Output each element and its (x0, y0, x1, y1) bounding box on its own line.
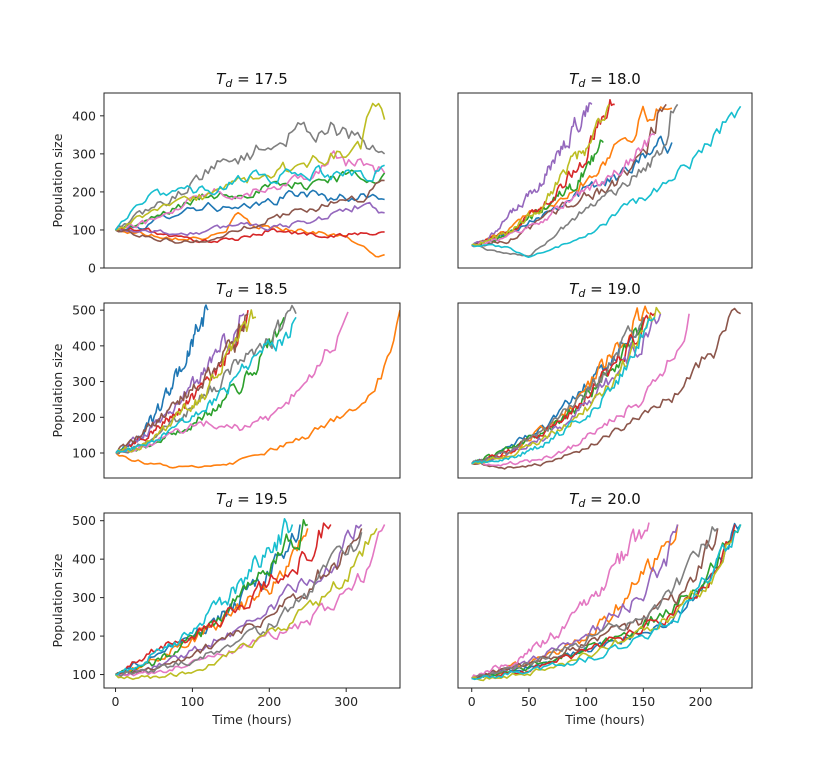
series-line-4 (471, 312, 656, 465)
series-group (471, 99, 742, 258)
series-line-3 (115, 169, 386, 232)
series-line-6 (115, 179, 385, 244)
x-tick-label: 50 (521, 694, 537, 709)
panel-title: Td = 17.5 (216, 70, 288, 90)
series-group (471, 305, 741, 470)
series-line-7 (115, 150, 386, 231)
x-tick-label: 100 (180, 694, 204, 709)
y-axis-label: Population size (50, 343, 65, 437)
series-line-10 (115, 518, 294, 676)
series-line-1 (471, 320, 645, 465)
axes-frame (457, 512, 753, 689)
series-line-9 (471, 104, 610, 247)
x-tick-label: 150 (631, 694, 655, 709)
y-tick-label: 100 (72, 222, 96, 237)
x-tick-label: 300 (334, 694, 358, 709)
series-line-10 (471, 105, 742, 258)
series-line-9 (114, 528, 378, 681)
series-line-10 (471, 316, 656, 465)
series-line-5 (471, 524, 679, 680)
series-line-6 (471, 307, 741, 470)
series-line-6 (471, 103, 667, 247)
x-axis-label: Time (hours) (211, 712, 291, 727)
panel-6: 0 50 100 150 200 Time (hours) Td = 20.0 (457, 490, 753, 727)
series-line-8 (114, 121, 386, 231)
y-tick-label: 100 (72, 446, 96, 461)
series-group (471, 522, 742, 682)
series-group (115, 304, 400, 469)
x-tick-label: 0 (112, 694, 120, 709)
series-line-7 (471, 313, 690, 467)
panel-title: Td = 18.5 (216, 280, 288, 300)
series-line-8 (471, 103, 679, 257)
y-tick-label: 500 (72, 513, 96, 528)
series-line-4 (471, 524, 736, 680)
x-tick-label: 200 (689, 694, 713, 709)
panel-3: 100 200 300 400 500 Population size Td = 18.5 (50, 280, 401, 479)
y-tick-label: 400 (72, 108, 96, 123)
y-tick-label: 100 (72, 667, 96, 682)
series-line-7 (471, 133, 656, 247)
x-tick-label: 0 (468, 694, 476, 709)
axes-frame (103, 512, 401, 689)
y-tick-label: 500 (72, 303, 96, 318)
axes-frame (103, 92, 401, 269)
panel-title: Td = 19.5 (216, 490, 288, 510)
panel-1: 0 100 200 300 400 Population size Td = 17.5 (50, 70, 401, 276)
y-tick-label: 300 (72, 374, 96, 389)
panel-5: 100 200 300 400 500 0 100 200 300 Population size… (50, 490, 401, 727)
y-tick-label: 0 (88, 261, 96, 276)
series-line-7 (115, 311, 349, 454)
panel-title: Td = 20.0 (569, 490, 641, 510)
series-line-9 (471, 306, 662, 465)
x-tick-label: 200 (257, 694, 281, 709)
x-tick-label: 100 (574, 694, 598, 709)
y-tick-label: 200 (72, 629, 96, 644)
series-line-7 (471, 522, 650, 679)
y-tick-label: 300 (72, 590, 96, 605)
y-tick-label: 200 (72, 184, 96, 199)
series-line-10 (114, 164, 385, 231)
series-line-6 (115, 313, 249, 454)
series-line-7 (115, 524, 386, 677)
axes-frame (457, 92, 753, 269)
y-axis-label: Population size (50, 553, 65, 647)
series-line-2 (115, 309, 400, 469)
series-line-4 (115, 522, 332, 676)
y-tick-label: 400 (72, 552, 96, 567)
panel-title: Td = 18.0 (569, 70, 641, 90)
series-group (114, 518, 386, 681)
panel-2: Td = 18.0 (457, 70, 753, 269)
y-tick-label: 300 (72, 146, 96, 161)
series-line-8 (471, 317, 645, 465)
x-axis-label: Time (hours) (564, 712, 644, 727)
series-line-10 (115, 316, 297, 454)
series-line-10 (471, 524, 742, 681)
series-group (114, 102, 386, 258)
series-line-1 (471, 522, 742, 680)
axes-frame (457, 302, 753, 479)
series-line-9 (471, 531, 736, 682)
series-line-8 (471, 526, 719, 680)
series-line-5 (115, 523, 363, 677)
panel-title: Td = 19.0 (569, 280, 641, 300)
panel-4: Td = 19.0 (457, 280, 753, 479)
series-line-9 (115, 309, 257, 454)
series-line-2 (115, 211, 385, 258)
series-line-5 (471, 102, 593, 246)
y-tick-label: 400 (72, 338, 96, 353)
series-line-5 (115, 201, 385, 236)
series-line-4 (115, 227, 385, 244)
y-tick-label: 200 (72, 410, 96, 425)
series-line-8 (115, 532, 363, 677)
panels: 0 100 200 300 400 Population size Td = 17.5 Td … (50, 70, 753, 727)
series-line-6 (471, 528, 719, 680)
y-axis-label: Population size (50, 133, 65, 227)
axes-frame (103, 302, 401, 479)
